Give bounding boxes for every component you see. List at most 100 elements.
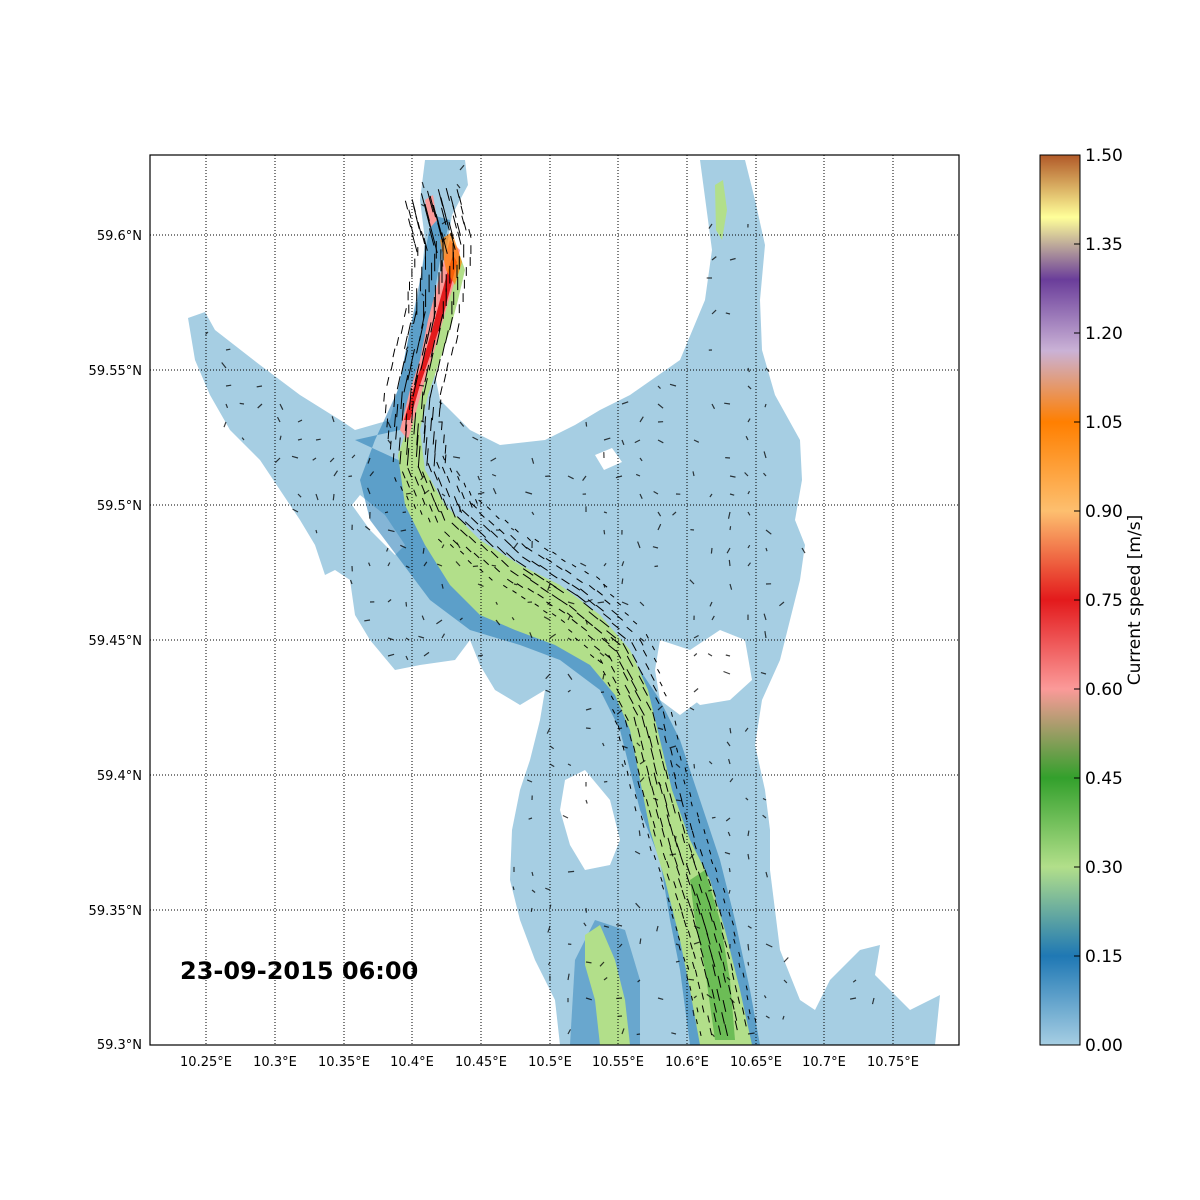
- current-vector-arrow: [711, 1033, 715, 1038]
- current-vector-arrow: [696, 1007, 699, 1013]
- current-vector-arrow: [432, 431, 435, 445]
- current-vector-arrow: [639, 493, 643, 500]
- current-vector-arrow: [446, 475, 451, 483]
- current-vector-arrow: [656, 925, 659, 932]
- current-vector-arrow: [696, 812, 699, 818]
- current-vector-arrow: [765, 871, 768, 878]
- current-vector-arrow: [606, 630, 617, 639]
- colorbar-ticks: [1074, 154, 1080, 1046]
- current-vector-arrow: [421, 333, 428, 356]
- current-vector-arrow: [367, 487, 371, 495]
- current-vector-arrow: [429, 228, 435, 246]
- current-vector-arrow: [783, 957, 789, 963]
- current-vector-arrow: [645, 633, 649, 639]
- current-vector-arrow: [745, 435, 749, 441]
- lat-tick-labels: 59.6°N 59.55°N 59.5°N 59.45°N 59.4°N 59.…: [89, 229, 142, 1053]
- current-vector-arrow: [533, 572, 545, 581]
- current-vector-arrow: [418, 384, 425, 387]
- current-vector-arrow: [205, 331, 209, 335]
- current-vector-arrow: [708, 901, 712, 911]
- current-vector-arrow: [634, 850, 641, 855]
- current-vector-arrow: [440, 511, 446, 521]
- current-vector-arrow: [615, 475, 623, 479]
- current-vector-arrow: [637, 727, 641, 738]
- current-vector-arrow: [744, 1019, 747, 1027]
- current-vector-arrow: [423, 561, 428, 567]
- colorbar-gradient: [1039, 154, 1081, 1046]
- current-vector-arrow: [400, 325, 404, 334]
- current-vector-arrow: [729, 257, 736, 261]
- current-vector-arrow: [693, 634, 699, 639]
- current-vector-arrow: [551, 613, 557, 617]
- current-vector-arrow: [693, 941, 700, 945]
- current-vector-arrow: [315, 493, 319, 501]
- current-vector-arrow: [589, 654, 595, 658]
- current-vector-arrow: [728, 984, 732, 995]
- current-vector-arrow: [392, 348, 396, 358]
- current-vector-arrow: [390, 361, 394, 371]
- current-vector-arrow: [595, 604, 604, 612]
- current-vector-arrow: [614, 720, 618, 726]
- current-vector-arrow: [512, 590, 517, 594]
- current-vector-arrow: [723, 898, 726, 904]
- current-vector-arrow: [603, 562, 607, 567]
- current-vector-arrow: [599, 659, 604, 664]
- current-vector-arrow: [754, 1017, 757, 1023]
- current-vector-arrow: [657, 403, 664, 409]
- current-vector-arrow: [451, 522, 460, 530]
- current-vector-arrow: [417, 221, 422, 235]
- current-vector-arrow: [413, 489, 417, 497]
- current-vector-arrow: [433, 471, 438, 481]
- current-vector-arrow: [648, 735, 653, 748]
- current-vector-arrow: [331, 416, 335, 423]
- current-vector-arrow: [669, 853, 677, 856]
- current-vector-arrow: [565, 569, 572, 575]
- colorbar-label: Current speed [m/s]: [1125, 515, 1145, 685]
- current-vector-arrow: [631, 654, 638, 663]
- current-vector-arrow: [441, 237, 447, 243]
- current-vector-arrow: [706, 993, 713, 999]
- current-vector-arrow: [747, 853, 750, 860]
- current-vector-arrow: [279, 403, 284, 410]
- current-vector-arrow: [717, 975, 722, 988]
- current-vector-arrow: [674, 857, 678, 867]
- current-vector-arrow: [599, 619, 610, 628]
- current-vector-arrow: [571, 618, 578, 625]
- colorbar: 1.50 1.35 1.20 1.05 0.90 0.75 0.60 0.45 …: [1039, 146, 1145, 1056]
- current-vector-arrow: [449, 544, 454, 549]
- current-vector-arrow: [689, 853, 695, 860]
- current-vector-arrow: [728, 911, 731, 917]
- current-vector-arrow: [603, 437, 611, 441]
- current-vector-arrow: [463, 482, 467, 488]
- current-vector-arrow: [636, 1033, 641, 1036]
- current-vector-arrow: [574, 637, 580, 642]
- current-vector-arrow: [460, 529, 468, 537]
- current-vector-arrow: [616, 997, 623, 1000]
- current-vector-arrow: [587, 634, 594, 641]
- current-vector-arrow: [601, 637, 610, 645]
- current-vector-arrow: [444, 454, 447, 464]
- current-vector-arrow: [384, 511, 389, 514]
- current-vector-arrow: [711, 955, 716, 968]
- current-vector-arrow: [725, 817, 731, 822]
- current-vector-arrow: [675, 943, 680, 946]
- current-vector-arrow: [763, 451, 767, 459]
- current-vector-arrow: [624, 684, 631, 694]
- current-vector-arrow: [404, 335, 408, 349]
- current-vector-arrow: [403, 374, 409, 393]
- current-vector-arrow: [580, 626, 588, 632]
- current-vector-arrow: [654, 565, 659, 568]
- current-vector-arrow: [478, 512, 485, 518]
- current-vector-arrow: [610, 665, 616, 673]
- current-vector-arrow: [511, 546, 519, 554]
- current-vector-arrow: [610, 695, 614, 701]
- current-vector-arrow: [421, 615, 425, 621]
- current-vector-arrow: [402, 511, 407, 514]
- current-vector-arrow: [635, 473, 641, 477]
- current-vector-arrow: [710, 547, 713, 554]
- current-vector-arrow: [594, 626, 603, 634]
- current-vector-arrow: [666, 860, 670, 869]
- current-vector-arrow: [731, 972, 735, 981]
- current-vector-arrow: [450, 346, 454, 356]
- current-vector-arrow: [684, 812, 688, 820]
